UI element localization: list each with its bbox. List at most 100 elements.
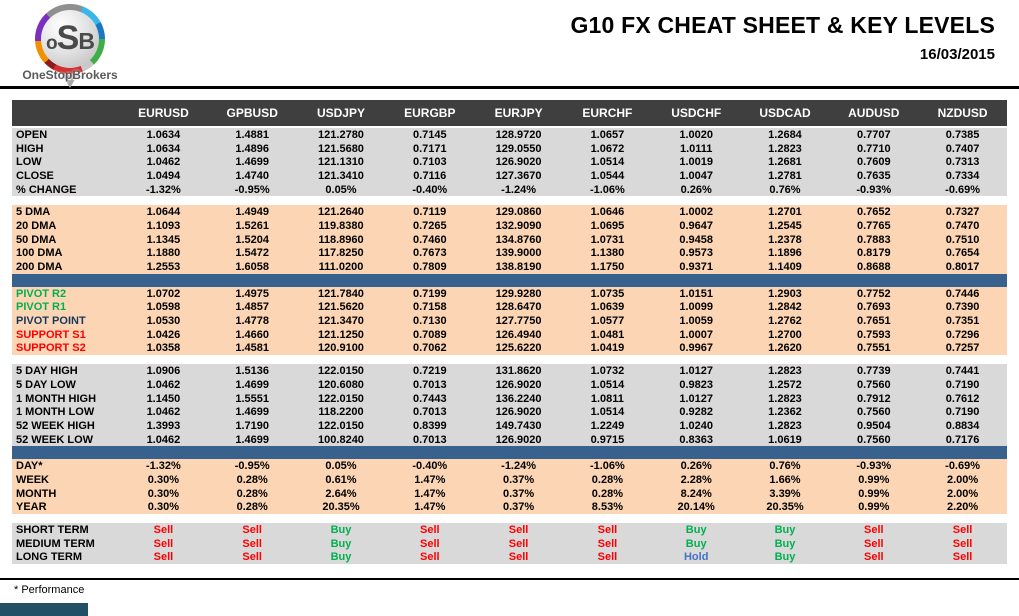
table-row: 5 DMA 1.0644 1.4949 121.2640 0.7119 129.0860 1… bbox=[12, 205, 1007, 219]
cell-value: Sell bbox=[864, 537, 884, 550]
fx-table-body: OPEN 1.0634 1.4881 121.2780 0.7145 128.9720 1.… bbox=[12, 128, 1007, 565]
cell-value: 129.0550 bbox=[495, 142, 542, 155]
row-label: CLOSE bbox=[16, 169, 54, 182]
cell-value: 0.9504 bbox=[856, 419, 891, 432]
table-row: 20 DMA 1.1093 1.5261 119.8380 0.7265 132.9090… bbox=[12, 219, 1007, 233]
cell-value: 0.7441 bbox=[945, 365, 980, 378]
column-header-audusd: AUDUSD bbox=[848, 106, 900, 120]
cell-value: 1.0240 bbox=[679, 419, 714, 432]
section-gap bbox=[12, 355, 1007, 365]
cell-value: 1.0514 bbox=[590, 378, 625, 391]
cell-value: 0.9458 bbox=[679, 233, 714, 246]
cell-value: Buy bbox=[330, 537, 352, 550]
cell-value: 1.0544 bbox=[590, 169, 625, 182]
table-row: 5 DAY LOW 1.0462 1.4699 120.6080 0.7013 126.9… bbox=[12, 378, 1007, 392]
cell-value: 120.6080 bbox=[318, 378, 364, 391]
cell-value: 0.37% bbox=[502, 473, 535, 486]
cell-value: 1.2762 bbox=[768, 315, 802, 328]
table-row: SHORT TERM Sell Sell Buy Sell Sell Sell Buy Buy S… bbox=[12, 523, 1007, 537]
cell-value: 1.0111 bbox=[679, 142, 713, 155]
cell-value: 0.7190 bbox=[945, 378, 980, 391]
section-gap bbox=[12, 514, 1007, 524]
table-row: 50 DMA 1.1345 1.5204 118.8960 0.7460 134.8760… bbox=[12, 233, 1007, 247]
cell-value: 0.9573 bbox=[679, 247, 714, 260]
cell-value: Sell bbox=[153, 537, 174, 550]
cell-value: 0.28% bbox=[591, 487, 623, 500]
table-row: LOW 1.0462 1.4699 121.1310 0.7103 126.9020 1.0… bbox=[12, 155, 1007, 169]
cell-value: 2.64% bbox=[325, 487, 357, 500]
footer-rule bbox=[0, 578, 1019, 580]
cell-value: 129.9280 bbox=[495, 287, 542, 300]
cell-value: 0.7651 bbox=[856, 315, 891, 328]
cell-value: Sell bbox=[153, 551, 174, 564]
cell-value: Sell bbox=[952, 537, 973, 550]
cell-value: 122.0150 bbox=[318, 419, 364, 432]
cell-value: -1.32% bbox=[145, 460, 181, 473]
row-label: 5 DMA bbox=[16, 206, 51, 219]
cell-value: 0.7560 bbox=[856, 433, 891, 446]
cell-value: -0.93% bbox=[856, 183, 892, 196]
cell-value: 0.7219 bbox=[412, 365, 447, 378]
cell-value: 1.0514 bbox=[590, 406, 625, 419]
cell-value: 119.8380 bbox=[318, 219, 364, 232]
cell-value: 132.9090 bbox=[495, 219, 542, 232]
cell-value: 1.4857 bbox=[235, 301, 270, 314]
cell-value: 0.28% bbox=[236, 473, 268, 486]
row-label: 5 DAY HIGH bbox=[16, 365, 78, 378]
cell-value: 1.0657 bbox=[590, 128, 625, 141]
cell-value: 1.2701 bbox=[768, 206, 802, 219]
cell-value: Sell bbox=[420, 551, 440, 564]
cell-value: 126.4940 bbox=[495, 328, 542, 341]
cell-value: 1.2553 bbox=[146, 261, 181, 274]
cell-value: 1.0494 bbox=[146, 169, 181, 182]
section-divider bbox=[12, 446, 1007, 460]
cell-value: 126.9020 bbox=[495, 156, 542, 169]
cell-value: 0.7739 bbox=[856, 365, 891, 378]
cell-value: 1.5472 bbox=[235, 247, 270, 260]
cell-value: 0.7551 bbox=[856, 342, 891, 355]
row-label: PIVOT R2 bbox=[16, 287, 67, 300]
cell-value: Sell bbox=[952, 551, 973, 564]
table-row: PIVOT POINT 1.0530 1.4778 121.3470 0.7130 127… bbox=[12, 314, 1007, 328]
table-row: 1 MONTH LOW 1.0462 1.4699 118.2200 0.7013 126… bbox=[12, 405, 1007, 419]
cell-value: 1.2823 bbox=[768, 142, 802, 155]
cell-value: 0.7013 bbox=[412, 378, 447, 391]
cell-value: 1.0530 bbox=[146, 315, 181, 328]
cell-value: 0.7103 bbox=[412, 156, 447, 169]
column-header-usdchf: USDCHF bbox=[671, 106, 722, 120]
cell-value: 117.8250 bbox=[318, 247, 364, 260]
report-date: 16/03/2015 bbox=[919, 46, 995, 63]
table-row: PIVOT R1 1.0598 1.4857 121.5620 0.7158 128.64… bbox=[12, 301, 1007, 315]
section-ranges: 5 DAY HIGH 1.0906 1.5136 122.0150 0.7219 131.… bbox=[12, 364, 1007, 447]
cell-value: 0.28% bbox=[591, 473, 623, 486]
row-label: LONG TERM bbox=[16, 551, 82, 564]
cell-value: 0.30% bbox=[147, 501, 179, 514]
cell-value: 0.7912 bbox=[856, 392, 891, 405]
row-label: 52 WEEK LOW bbox=[16, 433, 94, 446]
performance-footnote: * Performance bbox=[14, 584, 85, 596]
cell-value: 1.5204 bbox=[235, 233, 270, 246]
cell-value: 0.8688 bbox=[856, 261, 891, 274]
cell-value: 20.35% bbox=[766, 501, 804, 514]
cell-value: 1.1409 bbox=[768, 261, 802, 274]
cell-value: 0.8017 bbox=[945, 261, 980, 274]
row-label: 100 DMA bbox=[16, 247, 63, 260]
cell-value: 1.1450 bbox=[146, 392, 181, 405]
cell-value: 1.47% bbox=[414, 501, 446, 514]
cell-value: 8.53% bbox=[591, 501, 623, 514]
cell-value: 0.8834 bbox=[945, 419, 980, 432]
column-header-usdcad: USDCAD bbox=[759, 106, 811, 120]
cell-value: 1.2249 bbox=[590, 419, 625, 432]
table-row: % CHANGE -1.32% -0.95% 0.05% -0.40% -1.24% -1.… bbox=[12, 183, 1007, 197]
cell-value: 1.5136 bbox=[235, 365, 270, 378]
cell-value: 121.1250 bbox=[318, 328, 364, 341]
cell-value: 1.0002 bbox=[679, 206, 714, 219]
cell-value: 1.1345 bbox=[146, 233, 181, 246]
cell-value: Sell bbox=[508, 524, 529, 537]
cell-value: 0.7609 bbox=[856, 156, 891, 169]
cell-value: 0.9282 bbox=[679, 406, 714, 419]
cell-value: 1.4896 bbox=[235, 142, 270, 155]
cell-value: 2.00% bbox=[946, 473, 979, 486]
